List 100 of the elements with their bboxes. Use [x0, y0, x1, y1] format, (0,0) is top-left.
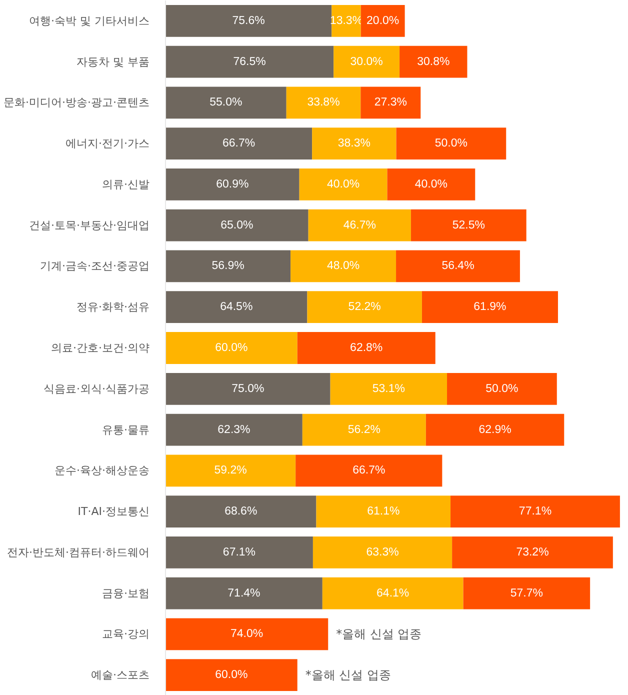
- bar: [166, 291, 308, 324]
- bar: [166, 250, 291, 282]
- data-label: 53.1%: [372, 382, 405, 395]
- y-tick-label: 금융·보험: [102, 586, 150, 600]
- data-label: 38.3%: [338, 138, 370, 150]
- bar: [463, 577, 590, 610]
- y-tick-label: 운수·육상·해상운송: [54, 464, 150, 478]
- bar: [166, 414, 302, 446]
- bar: [166, 536, 313, 568]
- data-label: 67.1%: [222, 546, 256, 558]
- data-label: 56.9%: [212, 260, 244, 272]
- bar: [166, 618, 328, 650]
- data-label: 55.0%: [210, 96, 242, 109]
- bar: [166, 168, 300, 200]
- bar: [166, 496, 316, 528]
- data-label: 52.5%: [452, 219, 485, 232]
- bar: [166, 209, 308, 242]
- data-label: 66.7%: [222, 138, 256, 150]
- y-tick-label: IT·AI·정보통신: [78, 505, 150, 518]
- y-tick-label: 교육·강의: [102, 628, 150, 641]
- bar: [452, 536, 613, 568]
- data-label: 50.0%: [434, 138, 468, 150]
- bar: [166, 86, 286, 119]
- data-label: 73.2%: [516, 546, 549, 558]
- bar: [166, 577, 322, 610]
- bar: [450, 496, 620, 528]
- data-label: 59.2%: [214, 464, 247, 477]
- data-label: 77.1%: [518, 506, 552, 518]
- bar: [316, 496, 451, 528]
- data-label: 66.7%: [352, 464, 386, 477]
- data-label: 48.0%: [326, 260, 360, 272]
- bar: [166, 46, 334, 78]
- data-label: 75.0%: [232, 382, 264, 395]
- bar: [400, 46, 468, 78]
- bar: [299, 168, 388, 200]
- bar: [297, 332, 436, 364]
- annotation: *올해 신설 업종: [336, 627, 422, 642]
- bar: [312, 536, 452, 568]
- bar: [396, 250, 520, 282]
- bar: [426, 414, 564, 446]
- bar: [322, 577, 464, 610]
- data-label: 60.0%: [215, 669, 248, 682]
- bar: [286, 86, 361, 119]
- bar: [387, 168, 476, 200]
- data-label: 40.0%: [326, 178, 360, 190]
- data-label: 20.0%: [366, 14, 400, 27]
- bar: [360, 86, 421, 119]
- y-tick-label: 건설·토목·부동산·임대업: [29, 218, 150, 232]
- y-tick-label: 정유·화학·섬유: [76, 300, 150, 314]
- y-tick-label: 의료·간호·보건·의약: [51, 342, 150, 354]
- bar: [166, 659, 298, 692]
- bar: [330, 372, 448, 405]
- data-label: 40.0%: [414, 178, 448, 190]
- bar: [312, 128, 396, 160]
- data-label: 63.3%: [366, 546, 399, 558]
- bar: [410, 209, 526, 242]
- data-label: 74.0%: [230, 628, 264, 640]
- data-label: 30.0%: [350, 56, 383, 68]
- data-label: 65.0%: [220, 219, 254, 232]
- data-label: 76.5%: [233, 56, 266, 68]
- y-tick-label: 식음료·외식·식품가공: [44, 382, 150, 396]
- data-label: 56.2%: [348, 424, 380, 436]
- bar: [302, 414, 426, 446]
- bar: [307, 291, 422, 324]
- data-label: 64.1%: [376, 587, 410, 600]
- y-tick-label: 여행·숙박 및 기타서비스: [29, 14, 150, 28]
- data-label: 60.0%: [215, 342, 248, 354]
- data-label: 50.0%: [486, 382, 518, 395]
- data-label: 62.8%: [350, 342, 383, 354]
- data-label: 61.9%: [474, 301, 506, 314]
- bar: [396, 128, 506, 160]
- data-label: 71.4%: [228, 587, 260, 600]
- data-label: 52.2%: [348, 301, 381, 314]
- y-tick-label: 전자·반도체·컴퓨터·하드웨어: [7, 546, 150, 559]
- data-label: 75.6%: [232, 14, 265, 27]
- data-label: 61.1%: [367, 506, 400, 518]
- data-label: 64.5%: [220, 301, 253, 314]
- data-label: 68.6%: [224, 506, 258, 518]
- y-tick-label: 에너지·전기·가스: [66, 137, 150, 150]
- data-label: 33.8%: [307, 96, 340, 109]
- data-label: 56.4%: [442, 260, 474, 272]
- y-tick-label: 문화·미디어·방송·광고·콘텐츠: [4, 96, 150, 110]
- bar: [422, 291, 558, 324]
- bar: [447, 372, 557, 405]
- y-tick-label: 예술·스포츠: [91, 668, 150, 682]
- bar: [166, 332, 298, 364]
- bar: [166, 454, 296, 487]
- y-tick-label: 자동차 및 부품: [76, 55, 150, 68]
- bar: [166, 4, 332, 37]
- data-label: 57.7%: [510, 587, 543, 600]
- bar: [166, 128, 312, 160]
- y-tick-label: 유통·물류: [102, 423, 150, 436]
- bar: [360, 4, 405, 37]
- data-label: 62.9%: [478, 424, 512, 436]
- data-label: 30.8%: [417, 56, 450, 68]
- y-tick-label: 의류·신발: [102, 178, 150, 191]
- data-label: 46.7%: [343, 219, 376, 232]
- bar: [296, 454, 442, 487]
- bar: [290, 250, 396, 282]
- data-label: 62.3%: [218, 424, 250, 436]
